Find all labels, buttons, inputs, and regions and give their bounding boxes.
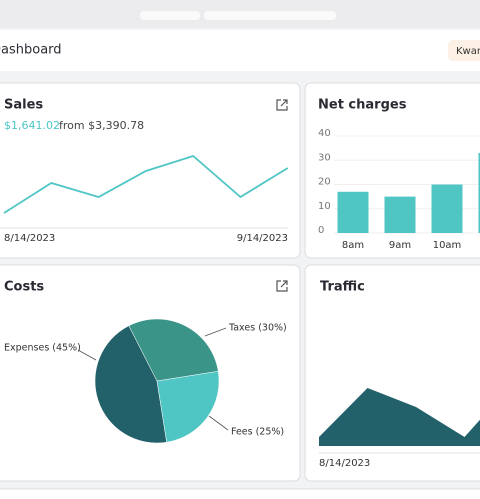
y-tick-label: 20 xyxy=(318,177,331,188)
page-title: Dashboard xyxy=(0,43,62,58)
leader-line xyxy=(77,349,97,361)
amount: $1,641.02 xyxy=(4,119,60,132)
user-name: Kwam xyxy=(456,46,480,57)
address-pill xyxy=(204,11,336,20)
open-icon[interactable] xyxy=(276,99,288,111)
card-title: Sales xyxy=(4,98,43,113)
slice-label: Fees (25%) xyxy=(231,427,284,438)
tab-pill xyxy=(140,11,200,20)
x-label: 8/14/2023 xyxy=(319,458,370,469)
x-label: 9/14/2023 xyxy=(237,233,288,244)
line xyxy=(3,154,289,214)
y-tick-label: 40 xyxy=(318,128,331,139)
user-badge[interactable] xyxy=(448,40,480,61)
slice-label: Expenses (45%) xyxy=(4,343,81,354)
card-title: Net charges xyxy=(318,98,407,113)
x-tick-label: 10am xyxy=(433,240,462,251)
x-tick-label: 9am xyxy=(389,240,411,251)
bar xyxy=(337,191,369,233)
card-title: Costs xyxy=(4,280,44,295)
slice-label: Taxes (30%) xyxy=(228,323,287,334)
pie-slice xyxy=(128,318,219,382)
card-edge xyxy=(0,488,480,499)
pie-slice xyxy=(94,325,167,444)
leader-line xyxy=(204,327,227,337)
area xyxy=(319,388,480,446)
open-icon[interactable] xyxy=(276,280,288,292)
x-tick-label: 8am xyxy=(342,240,364,251)
card xyxy=(304,264,480,482)
pie-slice xyxy=(156,371,220,443)
comparison: from $3,390.78 xyxy=(59,119,144,132)
y-tick-label: 0 xyxy=(318,225,324,236)
bar xyxy=(431,184,463,233)
header-bar xyxy=(0,30,480,71)
x-label: 8/14/2023 xyxy=(4,233,55,244)
y-tick-label: 10 xyxy=(318,201,331,212)
bar xyxy=(384,196,416,233)
bar xyxy=(478,152,480,233)
leader-line xyxy=(208,415,229,431)
y-tick-label: 30 xyxy=(318,152,331,163)
card-title: Traffic xyxy=(320,280,365,295)
